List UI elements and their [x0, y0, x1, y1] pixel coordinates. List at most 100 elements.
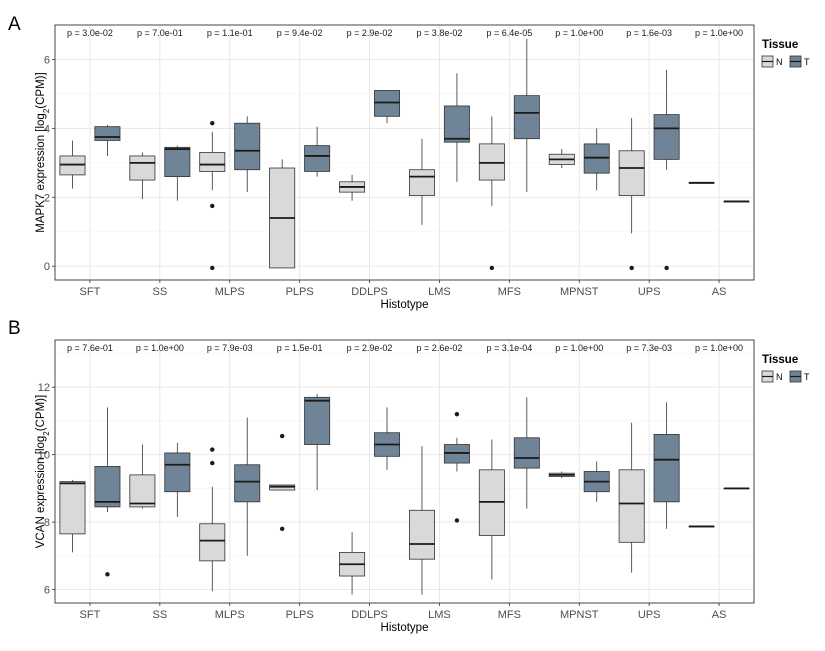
outlier-point — [629, 265, 634, 271]
plot-border — [54, 24, 755, 281]
x-tick-label-mfs: MFS — [498, 609, 521, 621]
outlier-point — [279, 433, 285, 439]
p-value-label: p = 2.6e-02 — [417, 343, 463, 353]
box-n-ddlps — [339, 532, 366, 595]
box-t-ups — [653, 69, 680, 271]
outlier-point — [210, 460, 215, 466]
box-iqr — [408, 169, 435, 196]
box-n-ddlps — [339, 174, 366, 201]
x-tick-label-sft: SFT — [80, 286, 101, 298]
y-tick-label: 2 — [44, 192, 50, 204]
box-iqr — [199, 523, 226, 562]
p-value-label: p = 7.3e-03 — [626, 343, 672, 353]
box-iqr — [94, 126, 121, 141]
x-tick-label-as: AS — [712, 609, 727, 621]
legend-label-t: T — [804, 372, 810, 382]
x-tick-label-mpnst: MPNST — [560, 286, 599, 298]
p-value-label: p = 6.4e-05 — [486, 28, 532, 38]
y-axis-title-tail: (CPM)] — [35, 395, 47, 431]
x-tick-label-ups: UPS — [638, 609, 661, 621]
outlier-point — [210, 265, 215, 271]
p-value-label: p = 1.0e+00 — [695, 28, 743, 38]
box-iqr — [513, 95, 540, 140]
box-iqr — [618, 150, 645, 196]
y-tick-label: 6 — [44, 585, 50, 597]
box-t-mfs — [513, 397, 540, 509]
box-iqr — [653, 114, 680, 160]
p-value-label: p = 1.0e+00 — [695, 343, 743, 353]
box-iqr — [304, 145, 331, 172]
x-axis-title: Histotype — [381, 622, 429, 634]
box-n-mpnst — [548, 149, 575, 169]
legend-label-n: N — [776, 372, 783, 382]
outlier-point — [210, 203, 215, 209]
x-tick-label-ups: UPS — [638, 286, 661, 298]
p-value-label: p = 2.9e-02 — [347, 28, 393, 38]
box-iqr — [304, 396, 331, 445]
box-iqr — [234, 122, 261, 171]
x-tick-label-lms: LMS — [428, 609, 451, 621]
box-iqr — [513, 437, 540, 469]
x-tick-label-mlps: MLPS — [215, 286, 245, 298]
panel-b: B 6 8 10 12 SFT SS MLPS PLPS DDLPS LMS MFS MPNST UPS A… — [8, 318, 810, 634]
box-n-as — [688, 181, 715, 184]
legend: Tissue N T — [761, 354, 810, 383]
box-iqr — [129, 155, 156, 181]
p-value-label: p = 1.0e+00 — [136, 343, 184, 353]
x-tick-label-as: AS — [712, 286, 727, 298]
box-t-plps — [304, 393, 331, 491]
box-iqr — [164, 452, 191, 493]
p-value-label: p = 7.9e-03 — [207, 343, 253, 353]
outlier-point — [454, 411, 460, 417]
box-t-ss — [164, 442, 191, 518]
box-t-mpnst — [583, 461, 610, 502]
legend-title: Tissue — [762, 39, 798, 51]
box-t-ss — [164, 145, 191, 201]
y-tick-label: 0 — [44, 261, 50, 273]
box-n-sft — [59, 140, 86, 189]
box-t-as — [723, 487, 750, 490]
x-tick-label-ss: SS — [153, 286, 168, 298]
box-iqr — [653, 434, 680, 503]
p-value-label: p = 2.9e-02 — [347, 343, 393, 353]
x-tick-label-mfs: MFS — [498, 286, 521, 298]
p-value-label: p = 1.0e+00 — [555, 343, 603, 353]
p-value-label: p = 1.1e-01 — [207, 28, 253, 38]
box-iqr — [408, 509, 435, 560]
panel-letter: A — [8, 14, 21, 35]
p-value-label: p = 3.0e-02 — [67, 28, 113, 38]
y-axis-title-main: VCAN expression [log — [35, 436, 47, 549]
box-t-ddlps — [374, 90, 401, 124]
box-n-mfs — [478, 116, 505, 271]
box-t-mpnst — [583, 128, 610, 191]
box-t-lms — [443, 411, 470, 523]
outlier-point — [210, 121, 215, 126]
x-tick-label-plps: PLPS — [286, 286, 314, 298]
legend: Tissue N T — [761, 39, 810, 68]
y-tick-label: 4 — [44, 123, 50, 135]
outlier-point — [454, 518, 460, 523]
box-t-sft — [94, 407, 121, 577]
box-t-ddlps — [374, 407, 401, 470]
p-value-label: p = 7.6e-01 — [67, 343, 113, 353]
box-t-sft — [94, 124, 121, 156]
box-t-ups — [653, 402, 680, 529]
y-axis-title-subscript: 2 — [42, 431, 51, 436]
box-n-sft — [59, 479, 86, 553]
x-tick-label-plps: PLPS — [286, 609, 314, 621]
x-tick-label-ss: SS — [153, 609, 168, 621]
outlier-point — [664, 265, 669, 271]
box-iqr — [164, 146, 191, 178]
box-n-plps — [269, 159, 296, 269]
p-value-label: p = 1.0e+00 — [555, 28, 603, 38]
panel-letter: B — [8, 318, 21, 339]
box-iqr — [234, 464, 261, 503]
y-axis-title: MAPK7 expression [log2(CPM)] — [35, 72, 51, 232]
x-tick-label-mpnst: MPNST — [560, 609, 599, 621]
box-t-lms — [443, 73, 470, 182]
p-value-label: p = 1.5e-01 — [277, 343, 323, 353]
legend-label-t: T — [804, 57, 810, 67]
outlier-point — [105, 572, 110, 577]
box-n-ups — [618, 118, 645, 271]
